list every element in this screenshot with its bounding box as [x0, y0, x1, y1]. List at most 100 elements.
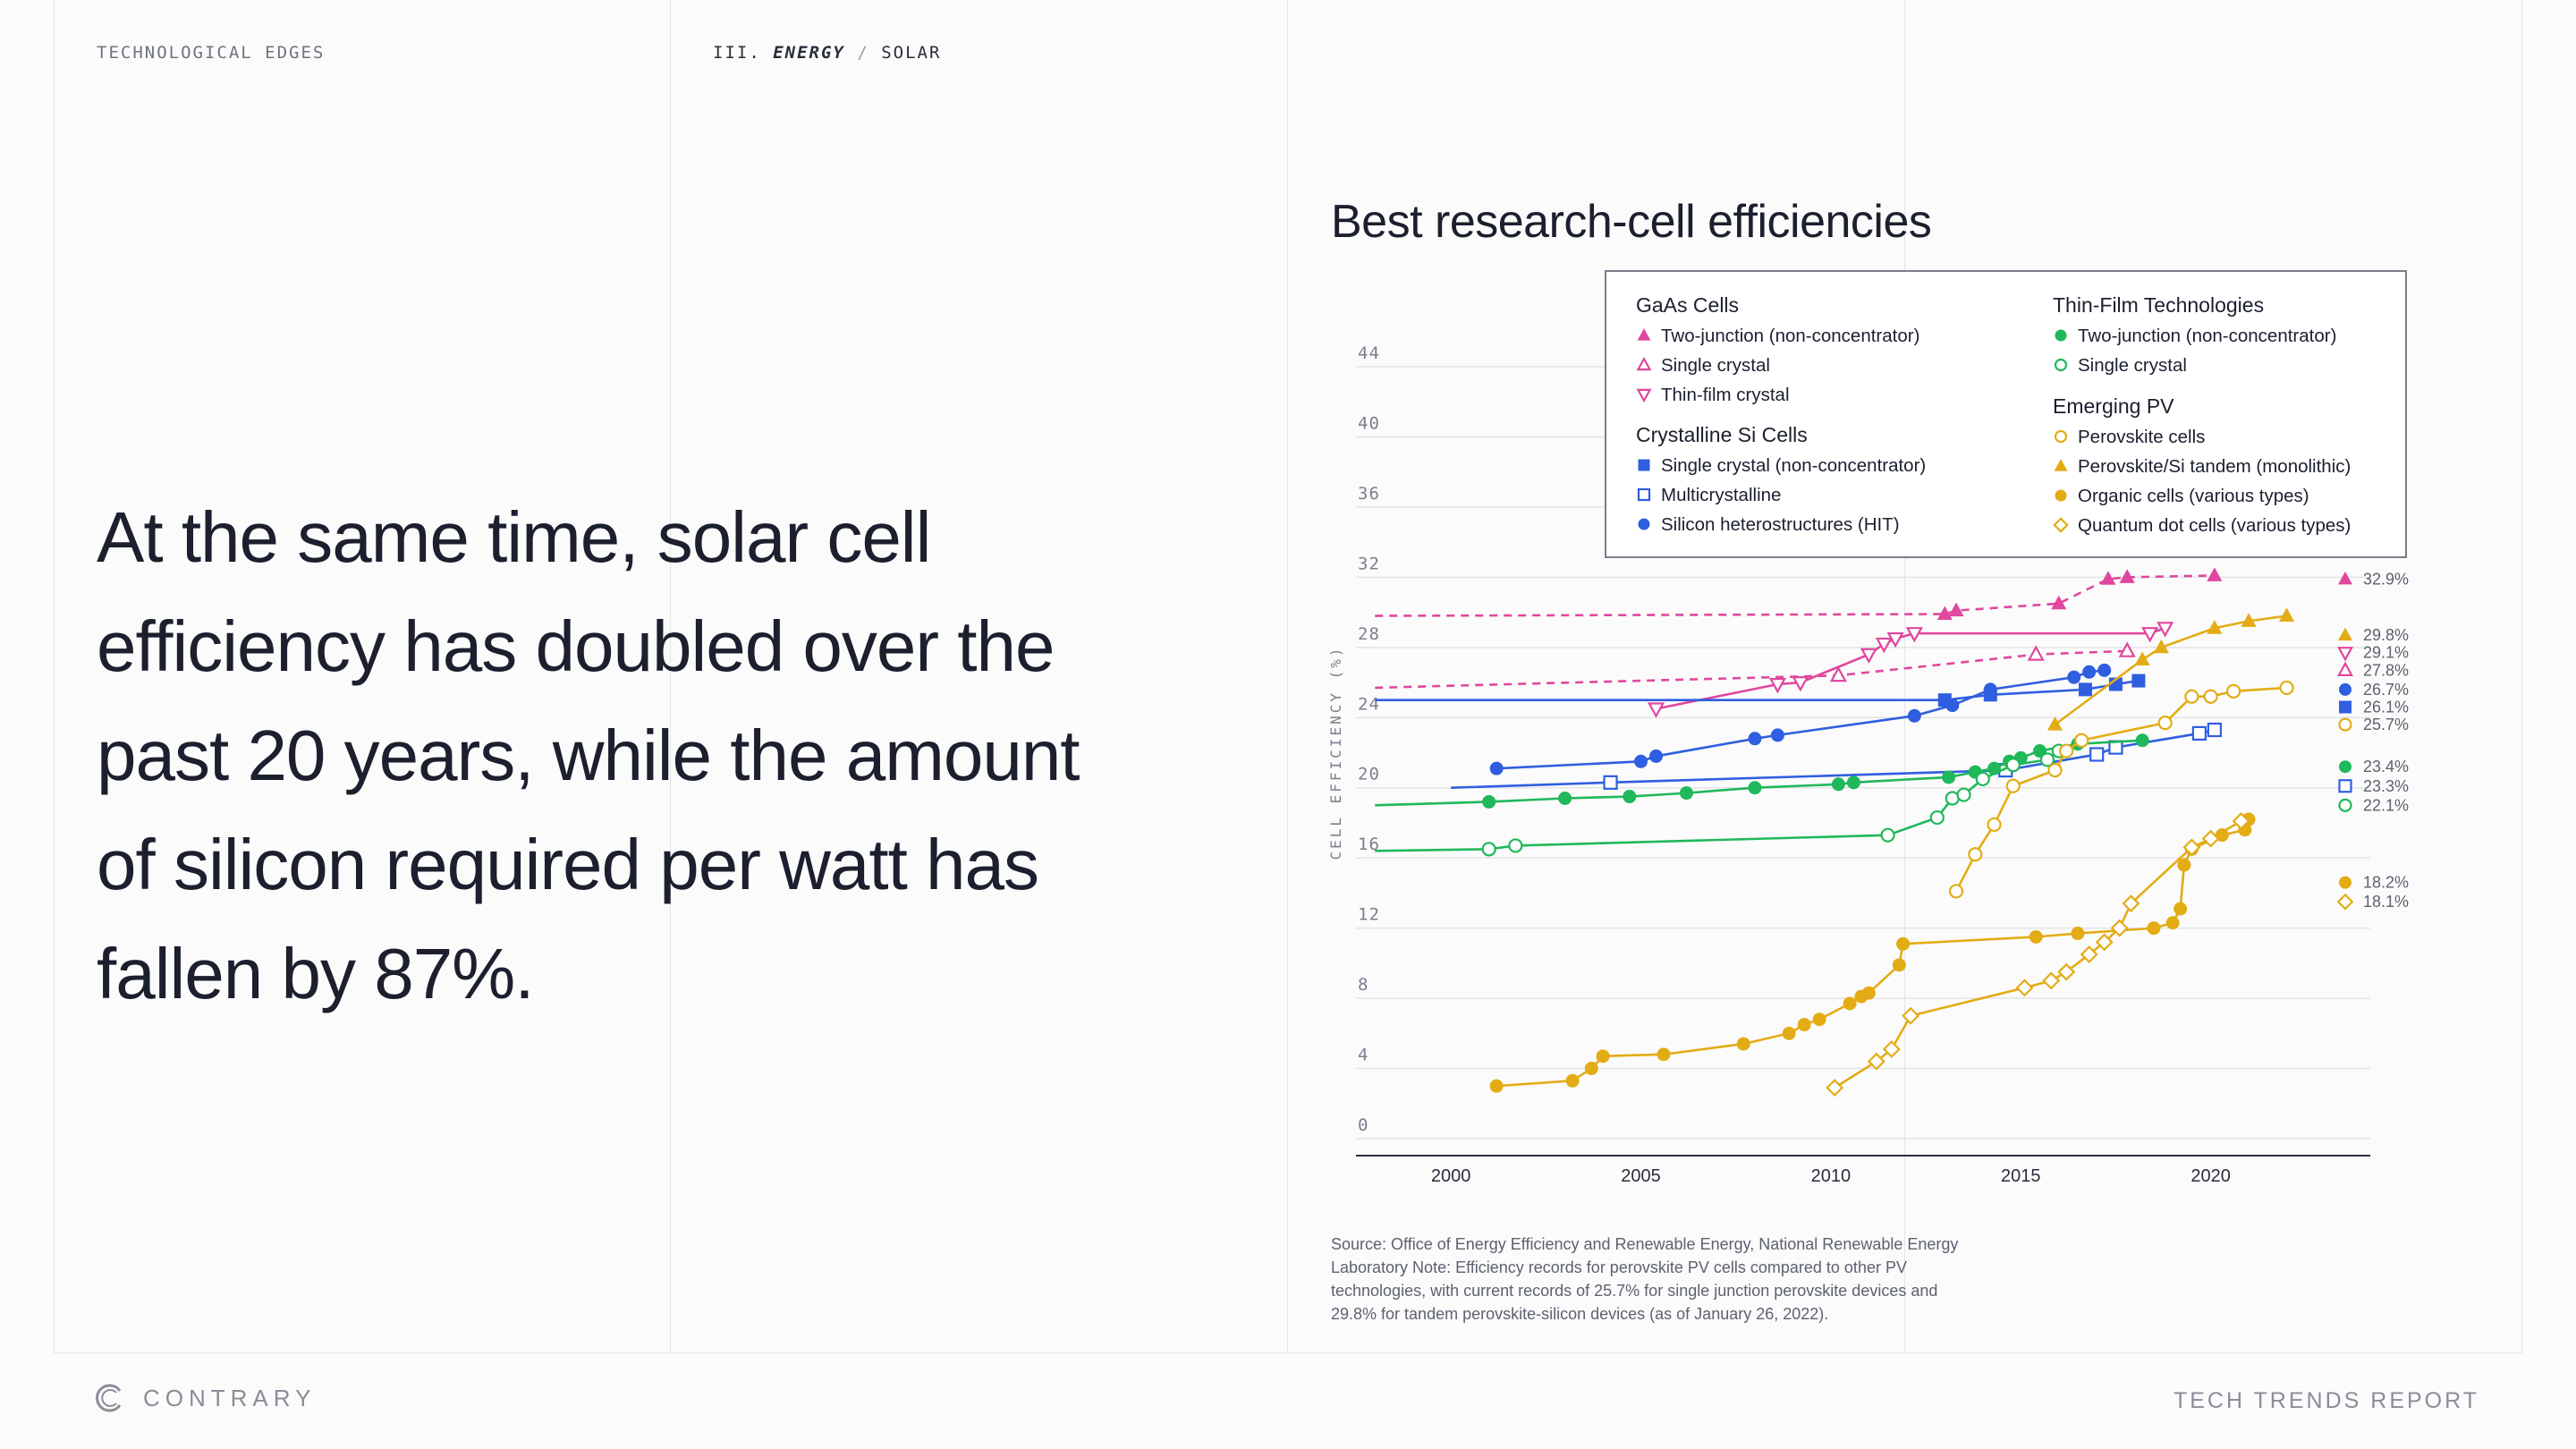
legend-marker [2054, 459, 2068, 471]
series-4 [1451, 722, 2222, 790]
data-point [1782, 1026, 1796, 1040]
end-label-7: 22.1% [2338, 796, 2409, 814]
series-3 [1375, 674, 2146, 708]
series-9 [2046, 607, 2295, 731]
data-point [1584, 1062, 1598, 1076]
legend-item-label: Perovskite cells [2078, 427, 2205, 447]
footer-divider [54, 1352, 2522, 1353]
grid-divider [2521, 0, 2522, 1352]
legend-item-label: Two-junction (non-concentrator) [1661, 326, 1919, 346]
data-point [1792, 675, 1809, 692]
data-point [1880, 827, 1895, 843]
end-label-marker [2339, 700, 2351, 714]
y-tick-label: 8 [1358, 975, 1368, 995]
y-tick-label: 0 [1358, 1115, 1368, 1135]
end-label-marker [2339, 760, 2351, 774]
legend-marker [2055, 489, 2067, 502]
breadcrumb-separator: / [857, 43, 869, 63]
contrary-logo-icon [96, 1384, 122, 1412]
series-7 [1375, 743, 2066, 857]
data-point [1596, 1049, 1610, 1063]
series-line [1954, 686, 2287, 893]
data-point [2165, 916, 2180, 930]
data-point [1603, 775, 1618, 790]
legend-item-label: Multicrystalline [1661, 485, 1781, 505]
legend-marker [1638, 518, 1650, 530]
legend-marker [2055, 329, 2067, 342]
y-tick-label: 28 [1358, 624, 1380, 644]
section-number: III. [713, 43, 761, 63]
data-point [1983, 682, 1997, 697]
end-label-marker [2338, 717, 2352, 732]
data-point [1843, 996, 1857, 1011]
data-point [2074, 733, 2089, 748]
data-point [2118, 641, 2136, 657]
data-point [2203, 689, 2218, 704]
data-point [1829, 665, 1847, 682]
end-label-value: 26.7% [2363, 681, 2409, 699]
data-point [2042, 971, 2061, 990]
legend-marker [1636, 388, 1652, 403]
contrary-logo: CONTRARY [95, 1383, 316, 1413]
data-point [1956, 787, 1971, 802]
legend-box [1605, 270, 2407, 558]
data-point [1558, 791, 1572, 805]
data-point [1812, 1013, 1826, 1027]
legend-item-label: Silicon heterostructures (HIT) [1661, 514, 1900, 535]
brand-label: TECHNOLOGICAL EDGES [97, 43, 326, 63]
data-point [1948, 884, 1964, 899]
data-point [1896, 936, 1911, 951]
series-11 [1826, 812, 2250, 1097]
headline: At the same time, solar cell efficiency … [97, 497, 1080, 1013]
end-label-2: 29.1% [2336, 644, 2409, 662]
data-point [1489, 1079, 1504, 1093]
data-point [2201, 829, 2220, 848]
data-point [1905, 627, 1923, 643]
legend-group-title: GaAs Cells [1636, 293, 1739, 317]
data-point [1948, 602, 1964, 617]
data-point [2174, 902, 2188, 916]
data-point [2119, 569, 2135, 583]
source-note: Source: Office of Energy Efficiency and … [1331, 1235, 1959, 1323]
data-point [2067, 670, 2081, 684]
chart-title: Best research-cell efficiencies [1331, 196, 1932, 248]
end-label-value: 25.7% [2363, 716, 2409, 733]
data-point [2051, 595, 2067, 610]
subsection-name: SOLAR [881, 43, 942, 63]
data-point [2177, 858, 2191, 872]
data-point [2279, 680, 2294, 696]
x-tick-label: 2015 [2001, 1166, 2041, 1186]
legend-marker [1638, 459, 1650, 471]
end-label-marker [2339, 682, 2351, 696]
data-point [1907, 708, 1921, 723]
data-point [2241, 613, 2257, 627]
data-point [2110, 919, 2129, 937]
legend-marker [2054, 429, 2068, 444]
end-label-11: 18.1% [2336, 893, 2409, 911]
data-point [1481, 842, 1496, 857]
end-label-10: 18.2% [2339, 874, 2409, 892]
data-point [1647, 702, 1665, 718]
end-label-value: 26.1% [2363, 699, 2409, 716]
end-label-marker [2338, 571, 2352, 585]
data-point [2157, 622, 2174, 638]
series-8 [1948, 680, 2294, 899]
data-point [1902, 1006, 1920, 1025]
legend-item-label: Single crystal (non-concentrator) [1661, 455, 1926, 476]
data-point [2135, 733, 2149, 748]
data-point [2157, 716, 2173, 731]
end-label-marker [2336, 893, 2354, 911]
end-label-marker [2338, 627, 2352, 641]
end-label-value: 22.1% [2363, 796, 2409, 814]
data-point [2153, 639, 2169, 654]
data-point [2029, 929, 2043, 944]
data-point [2100, 571, 2116, 585]
series-1 [1375, 641, 2136, 690]
legend-item-label: Two-junction (non-concentrator) [2078, 326, 2336, 346]
grid-divider [670, 0, 671, 1352]
data-point [2182, 838, 2201, 857]
data-point [2134, 651, 2150, 665]
data-point [1748, 732, 1762, 746]
data-point [1508, 838, 1523, 853]
x-tick-label: 2010 [1811, 1166, 1852, 1186]
